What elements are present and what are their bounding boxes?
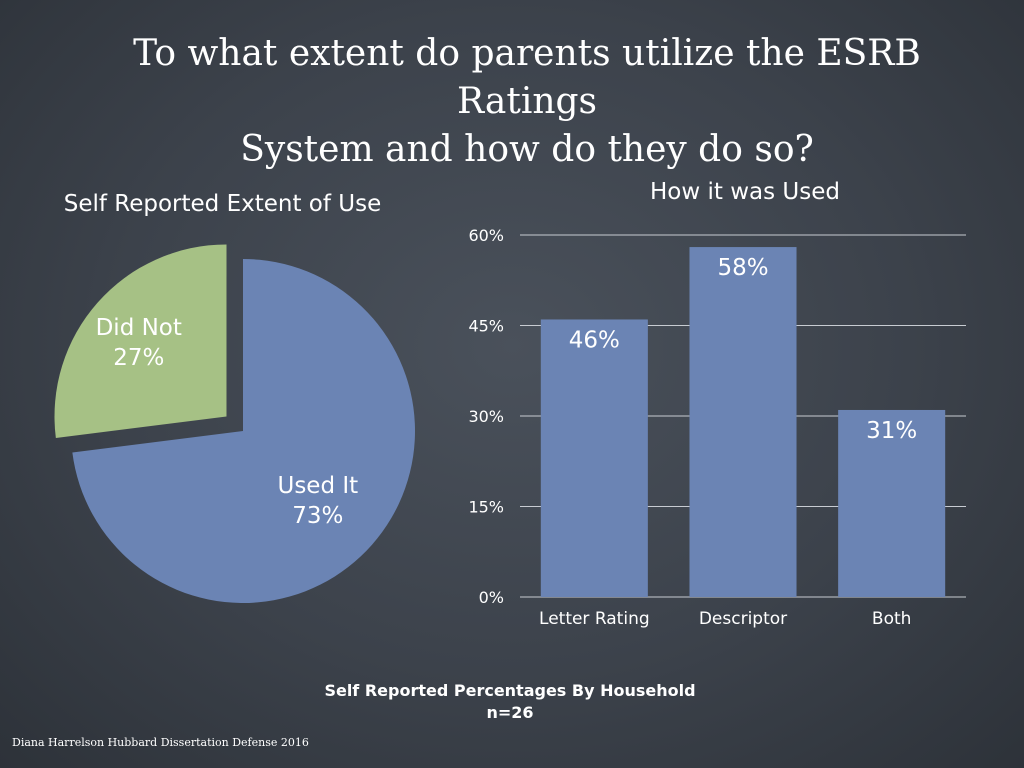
y-tick-label: 60% [468, 226, 504, 245]
bar-data-label: 46% [569, 327, 620, 353]
pie-slice-used-it [72, 259, 416, 603]
x-tick-label: Descriptor [699, 609, 787, 629]
y-tick-label: 45% [468, 317, 504, 336]
y-tick-label: 0% [479, 588, 504, 607]
pie-chart: Used It 73% Did Not 27% [54, 244, 416, 603]
bar-both [838, 409, 946, 597]
slide-title: To what extent do parents utilize the ES… [62, 30, 992, 174]
footer-note: Self Reported Percentages By Household n… [290, 680, 730, 724]
footer-note-line-2: n=26 [486, 703, 534, 722]
bar-data-label: 58% [717, 255, 768, 281]
credit-text: Diana Harrelson Hubbard Dissertation Def… [12, 736, 309, 749]
bar-letter-rating [540, 319, 648, 597]
bar-descriptor [689, 247, 797, 598]
footer-note-line-1: Self Reported Percentages By Household [324, 681, 696, 700]
pie-label-used-it: Used It 73% [277, 473, 358, 529]
slide-title-line-1: To what extent do parents utilize the ES… [133, 33, 921, 122]
pie-slice-did-not [54, 244, 227, 439]
y-tick-label: 15% [468, 498, 504, 517]
x-tick-label: Both [872, 609, 912, 629]
y-tick-label: 30% [468, 407, 504, 426]
bar-chart: 0% 15% 30% 45% 60% 46% Letter Rating 58% Descrip… [468, 226, 966, 629]
pie-chart-title: Self Reported Extent of Use [63, 191, 382, 217]
bar-chart-title: How it was Used [650, 179, 840, 205]
x-tick-label: Letter Rating [539, 609, 650, 629]
bar-data-label: 31% [866, 418, 917, 444]
slide-title-line-2: System and how do they do so? [240, 129, 814, 170]
pie-label-did-not: Did Not 27% [96, 315, 182, 371]
